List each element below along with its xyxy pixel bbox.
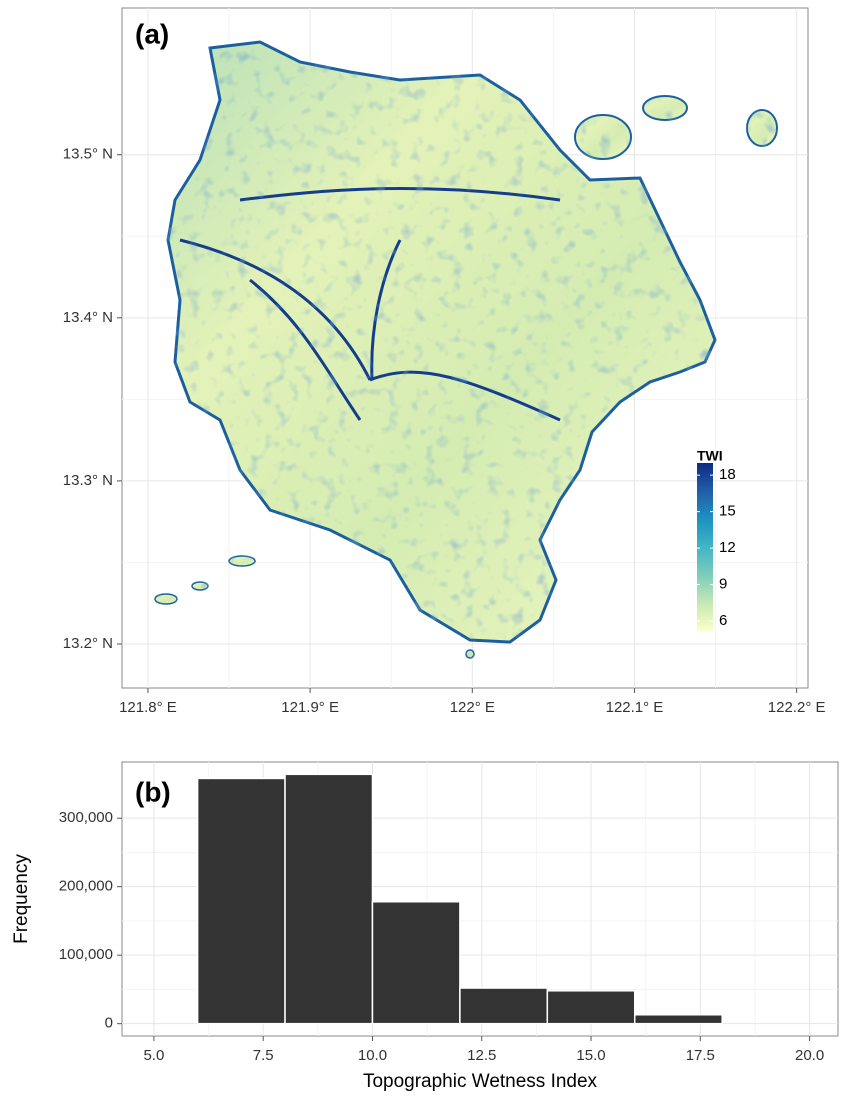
colorbar <box>697 463 713 632</box>
x-tick-label: 5.0 <box>143 1047 164 1064</box>
y-tick-label: 100,000 <box>59 946 113 963</box>
bar <box>635 1015 722 1024</box>
legend-tick-label: 9 <box>719 576 727 593</box>
legend-tick-label: 18 <box>719 466 736 483</box>
bar <box>460 988 547 1024</box>
panel-label: (b) <box>135 776 171 807</box>
y-tick-label: 13.5° N <box>63 146 113 163</box>
bar <box>372 902 459 1024</box>
y-tick-label: 13.2° N <box>63 635 113 652</box>
legend-tick-label: 12 <box>719 539 736 556</box>
panel-label: (a) <box>135 18 169 49</box>
y-tick-label: 13.4° N <box>63 309 113 326</box>
y-tick-label: 13.3° N <box>63 472 113 489</box>
legend-title: TWI <box>697 448 723 464</box>
x-tick-label: 121.8° E <box>119 699 177 716</box>
x-axis-title: Topographic Wetness Index <box>363 1071 598 1092</box>
x-tick-label: 12.5 <box>467 1047 496 1064</box>
x-tick-label: 122.1° E <box>606 699 664 716</box>
legend-tick-label: 15 <box>719 503 736 520</box>
y-tick-label: 0 <box>105 1015 113 1032</box>
x-tick-label: 17.5 <box>686 1047 715 1064</box>
figure: (a) TWI (b) Topographic Wetness Index Fr… <box>0 0 842 1096</box>
x-tick-label: 7.5 <box>253 1047 274 1064</box>
bar <box>198 778 285 1023</box>
bar <box>285 774 372 1023</box>
y-tick-label: 300,000 <box>59 809 113 826</box>
bar <box>547 991 634 1024</box>
x-tick-label: 20.0 <box>795 1047 824 1064</box>
x-tick-label: 122° E <box>450 699 495 716</box>
x-tick-label: 15.0 <box>576 1047 605 1064</box>
y-tick-label: 200,000 <box>59 878 113 895</box>
x-tick-label: 10.0 <box>358 1047 387 1064</box>
x-tick-label: 121.9° E <box>281 699 339 716</box>
x-tick-label: 122.2° E <box>768 699 826 716</box>
y-axis-title: Frequency <box>11 854 32 944</box>
legend-tick-label: 6 <box>719 612 727 629</box>
